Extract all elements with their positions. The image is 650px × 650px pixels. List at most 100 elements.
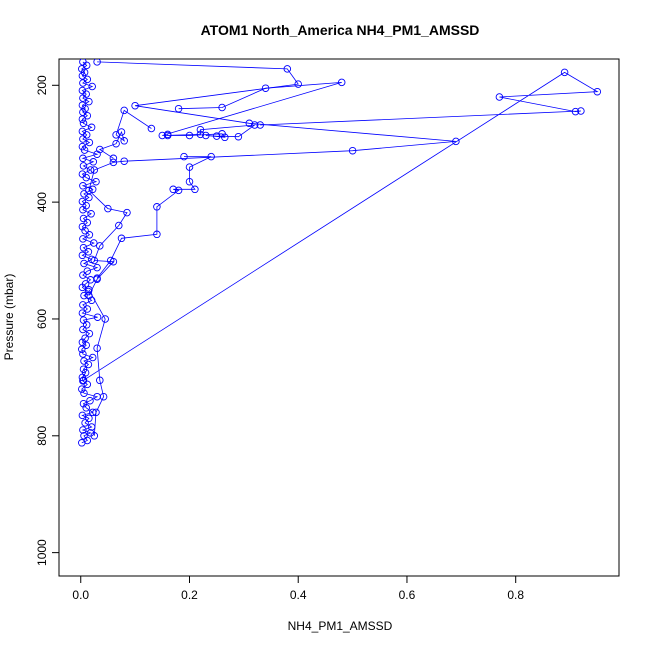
- data-point: [117, 234, 126, 243]
- data-point: [180, 152, 188, 161]
- data-point: [101, 315, 109, 323]
- data-point: [79, 365, 88, 373]
- data-point: [90, 432, 99, 440]
- data-point: [106, 256, 115, 265]
- data-point: [79, 119, 88, 128]
- data-point: [283, 65, 292, 73]
- x-axis-label: NH4_PM1_AMSSD: [288, 619, 393, 633]
- data-point: [79, 376, 88, 385]
- data-point: [84, 248, 93, 256]
- data-point: [80, 190, 88, 198]
- series-line-4: [98, 109, 152, 159]
- y-axis-label: Pressure (mbar): [2, 274, 16, 361]
- data-point: [79, 301, 87, 309]
- data-point: [147, 124, 156, 133]
- data-point: [109, 154, 118, 163]
- data-point: [85, 329, 94, 338]
- plot-area: [78, 59, 602, 447]
- data-point: [115, 221, 123, 230]
- data-point: [79, 271, 87, 279]
- data-point: [90, 239, 98, 247]
- data-point: [87, 210, 95, 218]
- data-point: [234, 132, 243, 141]
- data-point: [191, 185, 199, 194]
- data-point: [80, 291, 88, 300]
- data-point: [250, 121, 259, 129]
- data-point: [79, 135, 87, 143]
- data-point: [79, 214, 88, 223]
- data-point: [82, 404, 90, 412]
- data-point: [294, 80, 302, 88]
- data-point: [163, 130, 172, 139]
- data-point: [79, 79, 87, 87]
- data-point: [174, 186, 183, 195]
- data-point: [81, 334, 89, 342]
- data-point: [82, 201, 90, 210]
- series-line-2: [88, 61, 456, 296]
- data-point: [120, 137, 128, 145]
- x-axis: 0.0 0.2 0.4 0.6 0.8: [72, 575, 524, 602]
- data-point: [153, 230, 161, 239]
- data-point: [104, 204, 112, 213]
- data-point: [78, 101, 87, 109]
- data-point: [85, 286, 93, 294]
- x-tick-label: 0.4: [290, 588, 307, 602]
- data-point: [245, 119, 254, 128]
- data-point: [80, 357, 88, 365]
- data-point: [79, 325, 87, 334]
- data-point: [78, 411, 87, 420]
- data-point: [169, 185, 177, 194]
- data-point: [207, 152, 215, 161]
- data-point: [79, 182, 87, 190]
- data-point: [87, 123, 96, 132]
- data-point: [81, 280, 90, 288]
- data-point: [79, 154, 87, 163]
- data-point: [495, 93, 504, 101]
- data-point: [83, 218, 92, 227]
- data-point: [112, 139, 120, 148]
- data-point: [79, 59, 87, 66]
- data-point: [79, 426, 87, 434]
- x-tick-label: 0.8: [507, 588, 524, 602]
- series-line-6: [83, 71, 599, 381]
- data-point: [81, 419, 89, 427]
- data-point: [92, 177, 100, 186]
- series-line-7: [88, 289, 106, 436]
- data-point: [153, 203, 161, 211]
- data-point: [577, 107, 585, 115]
- data-point: [80, 389, 88, 397]
- data-point: [202, 131, 210, 140]
- data-point: [85, 97, 93, 106]
- data-point: [79, 377, 87, 385]
- data-point: [78, 309, 87, 317]
- x-tick-label: 0.6: [399, 588, 416, 602]
- data-point: [158, 131, 167, 140]
- series-line-5: [96, 156, 212, 279]
- data-point: [79, 162, 88, 170]
- data-point: [83, 75, 92, 84]
- series-line-3: [162, 82, 342, 138]
- data-point: [78, 338, 87, 347]
- y-tick-label: 600: [35, 309, 49, 329]
- data-point: [196, 125, 205, 134]
- data-point: [78, 251, 87, 260]
- data-point: [196, 130, 205, 139]
- data-point: [88, 82, 96, 91]
- data-point: [99, 392, 108, 401]
- data-point: [79, 316, 88, 324]
- data-point: [78, 65, 86, 73]
- data-point: [85, 231, 94, 239]
- data-point: [90, 256, 99, 265]
- data-point: [218, 103, 226, 112]
- data-point: [85, 414, 93, 423]
- data-point: [185, 131, 194, 140]
- data-point: [185, 163, 194, 171]
- data-point: [89, 158, 98, 166]
- data-point: [337, 78, 346, 87]
- data-point: [120, 106, 128, 115]
- data-point: [93, 59, 101, 66]
- data-point: [78, 142, 87, 151]
- data-point: [88, 353, 97, 362]
- data-point: [83, 305, 92, 313]
